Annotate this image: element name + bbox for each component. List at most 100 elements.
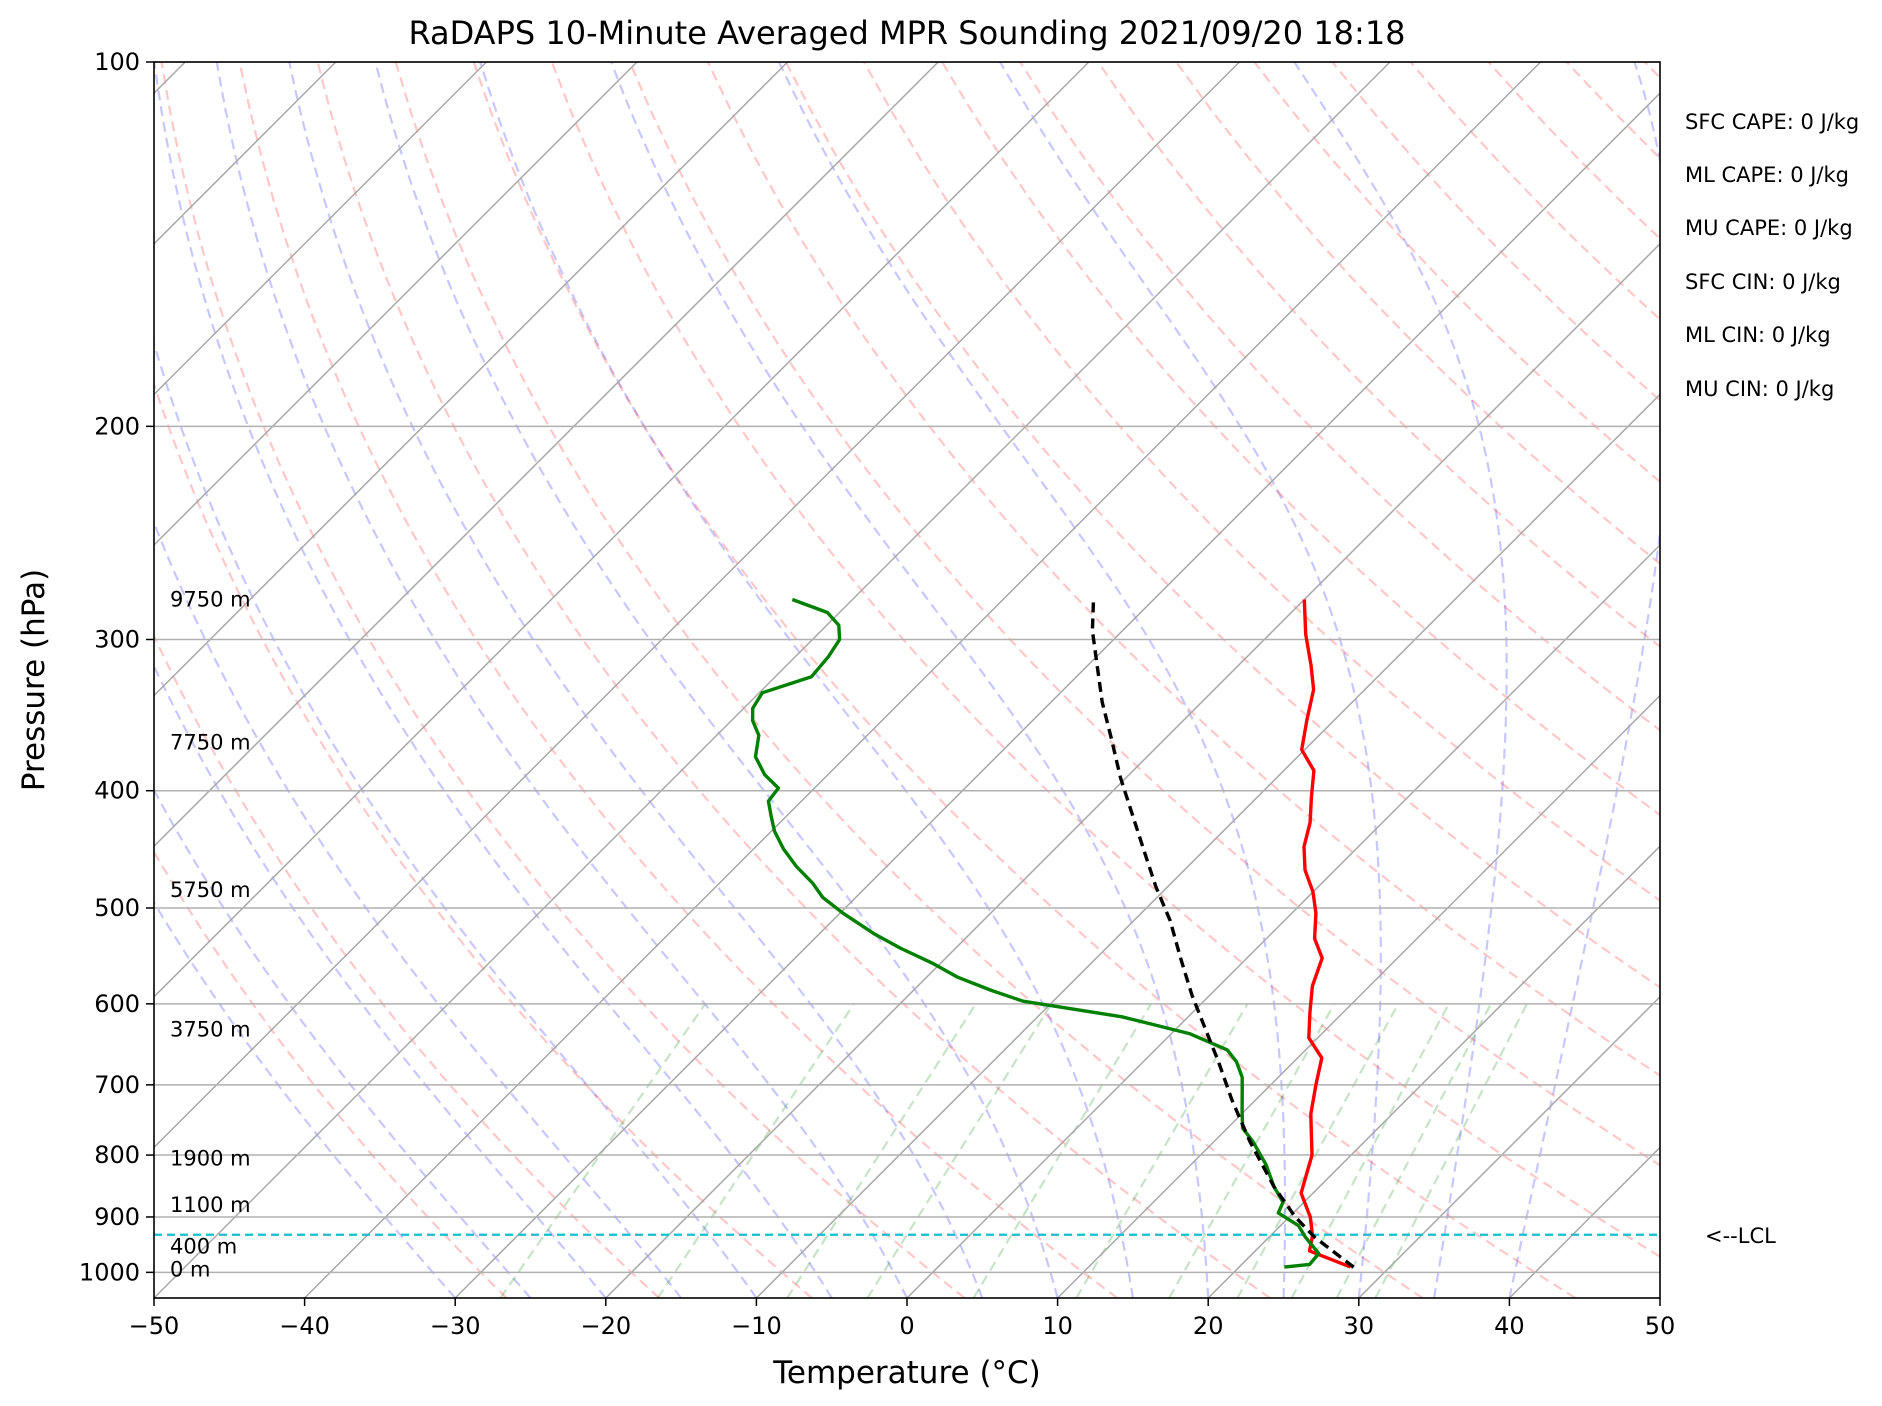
mixing-ratio-20 — [1290, 1003, 1450, 1298]
dry-adiabat--20 — [154, 633, 661, 1298]
profile-series — [750, 597, 1355, 1269]
moist-adiabat-40 — [1508, 62, 1660, 1298]
mu-cin-label: MU CIN: 0 J/kg — [1685, 377, 1834, 401]
dry-adiabat-130 — [1175, 62, 1660, 566]
moist-adiabat--25 — [154, 788, 532, 1298]
moist-adiabat--5 — [154, 62, 833, 1298]
dry-adiabats — [154, 62, 1882, 1298]
moist-adiabat-30 — [999, 62, 1382, 1298]
isotherm-50 — [1659, 1296, 1660, 1298]
moist-adiabats — [154, 62, 1660, 1298]
profile-line-1 — [750, 597, 1321, 1269]
isotherm-10 — [1057, 694, 1660, 1298]
ml-cin-label: ML CIN: 0 J/kg — [1685, 323, 1831, 347]
stability-indices: SFC CAPE: 0 J/kg ML CAPE: 0 J/kg MU CAPE… — [1685, 110, 1859, 401]
dry-adiabat-190 — [1643, 62, 1660, 80]
isotherm-20 — [1207, 845, 1660, 1298]
mixing-ratio-5 — [972, 1003, 1152, 1298]
y-axis-label: Pressure (hPa) — [16, 569, 52, 791]
ml-cape-label: ML CAPE: 0 J/kg — [1685, 163, 1849, 187]
isobar-gridlines — [154, 62, 1660, 1274]
height-label-1: 400 m — [170, 1234, 237, 1258]
isotherm--70 — [154, 62, 1090, 998]
dry-adiabat-40 — [472, 62, 1577, 1298]
mixing-ratio-24 — [1335, 1003, 1492, 1298]
y-tick-label-1: 200 — [94, 412, 140, 440]
y-tick-label-9: 1000 — [79, 1258, 140, 1286]
height-label-4: 3750 m — [170, 1017, 251, 1041]
y-tick-label-0: 100 — [94, 48, 140, 76]
profile-line-0 — [1299, 599, 1352, 1269]
y-axis-ticks: 100 200 300 400 500 600 700 800 900 1000 — [79, 48, 154, 1286]
dry-adiabat-30 — [394, 62, 1424, 1298]
dry-adiabat-110 — [1019, 62, 1660, 732]
isotherms — [154, 62, 1660, 1298]
y-tick-label-2: 300 — [94, 625, 140, 653]
height-label-7: 9750 m — [170, 587, 251, 611]
x-tick-label-8: 30 — [1344, 1312, 1375, 1340]
height-label-6: 7750 m — [170, 731, 251, 755]
x-tick-label-0: −50 — [129, 1312, 180, 1340]
moist-adiabat-10 — [374, 62, 1059, 1298]
moist-adiabat-5 — [288, 62, 984, 1298]
x-axis-ticks: −50 −40 −30 −20 −10 0 10 20 30 40 50 — [129, 1298, 1676, 1340]
isotherm--10 — [755, 393, 1660, 1298]
isotherm-30 — [1358, 995, 1660, 1298]
chart-title: RaDAPS 10-Minute Averaged MPR Sounding 2… — [408, 14, 1405, 52]
dry-adiabat-160 — [1409, 62, 1660, 321]
mixing-ratio-3 — [866, 1003, 1053, 1298]
dry-adiabat-70 — [706, 62, 1660, 1077]
mixing-ratio-lines — [499, 1003, 1528, 1298]
dry-adiabat-60 — [628, 62, 1660, 1167]
height-label-5: 5750 m — [170, 878, 251, 902]
x-tick-label-2: −30 — [430, 1312, 481, 1340]
isotherm-0 — [906, 543, 1660, 1298]
isotherm--80 — [154, 62, 939, 848]
isotherm--90 — [154, 62, 789, 697]
isotherm--110 — [154, 62, 487, 396]
mu-cape-label: MU CAPE: 0 J/kg — [1685, 216, 1853, 240]
y-tick-label-3: 400 — [94, 777, 140, 805]
dry-adiabat-0 — [160, 62, 966, 1298]
mixing-ratio-28 — [1374, 1003, 1528, 1298]
height-label-2: 1100 m — [170, 1193, 251, 1217]
mixing-ratio-12 — [1168, 1003, 1336, 1298]
moist-adiabat-0 — [215, 62, 908, 1298]
x-tick-label-3: −20 — [580, 1312, 631, 1340]
x-tick-label-10: 50 — [1645, 1312, 1676, 1340]
moist-adiabat-25 — [778, 62, 1287, 1298]
moist-adiabat-35 — [1293, 62, 1508, 1298]
isotherm--60 — [154, 62, 1240, 1149]
dry-adiabat--30 — [154, 849, 508, 1298]
x-axis-label: Temperature (°C) — [772, 1355, 1041, 1391]
x-tick-label-4: −10 — [731, 1312, 782, 1340]
moist-adiabat-15 — [479, 62, 1134, 1298]
isotherm--20 — [605, 242, 1660, 1298]
dry-adiabat-10 — [238, 62, 1119, 1298]
dry-adiabat-200 — [1723, 62, 1882, 1298]
mixing-ratio-16 — [1236, 1003, 1400, 1298]
dry-adiabat-20 — [316, 62, 1271, 1298]
dry-adiabat-100 — [941, 62, 1660, 817]
isotherm--50 — [154, 62, 1391, 1298]
moist-adiabat--10 — [154, 339, 758, 1298]
mixing-ratio-8 — [1075, 1003, 1249, 1298]
dry-adiabat-80 — [784, 62, 1660, 989]
y-tick-label-8: 900 — [94, 1203, 140, 1231]
sfc-cape-label: SFC CAPE: 0 J/kg — [1685, 110, 1859, 134]
dry-adiabat-90 — [863, 62, 1660, 902]
dry-adiabat-120 — [1097, 62, 1660, 648]
x-tick-label-1: −40 — [279, 1312, 330, 1340]
lcl-label: <--LCL — [1705, 1224, 1776, 1248]
isotherm--30 — [454, 92, 1660, 1298]
moist-adiabat--30 — [154, 900, 457, 1298]
dry-adiabat-50 — [550, 62, 1660, 1258]
height-label-3: 1900 m — [170, 1146, 251, 1170]
mixing-ratio-2 — [786, 1003, 977, 1298]
y-tick-label-7: 800 — [94, 1141, 140, 1169]
dry-adiabat-180 — [1565, 62, 1660, 160]
dry-adiabat--10 — [154, 380, 813, 1298]
